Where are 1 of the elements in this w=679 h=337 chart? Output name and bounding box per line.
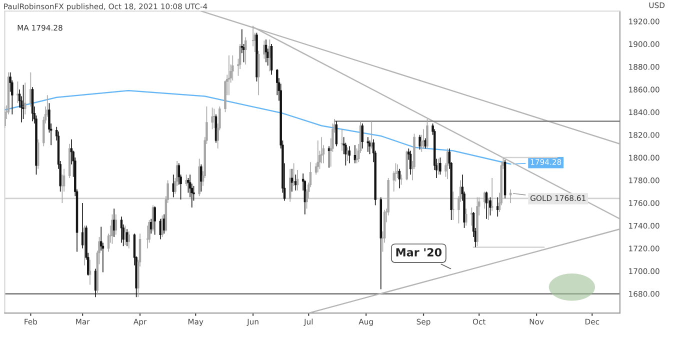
annotation: Mar '20 [396,248,442,256]
